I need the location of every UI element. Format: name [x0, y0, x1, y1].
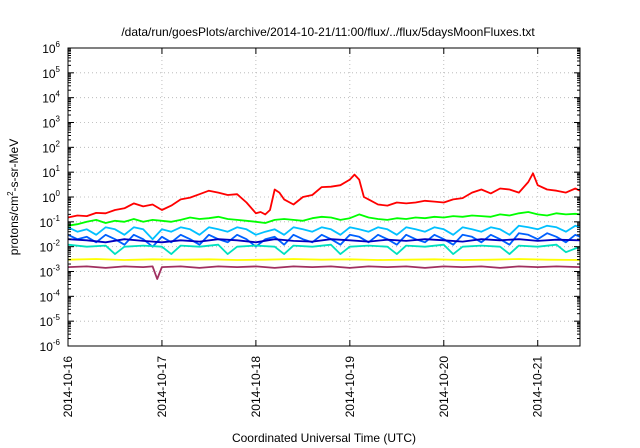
- y-tick-base: 10: [40, 241, 54, 255]
- x-tick-label: 2014-10-19: [343, 356, 357, 418]
- grid-lines: [68, 48, 580, 346]
- y-tick-exponent: 0: [56, 189, 61, 198]
- series-line-7: [67, 258, 581, 261]
- y-axis-label-main: protons/cm: [7, 196, 21, 255]
- series-line-6: [67, 238, 581, 244]
- y-tick-exponent: 2: [56, 139, 61, 148]
- y-tick-exponent: 4: [56, 90, 61, 99]
- y-tick-label: 104: [42, 90, 60, 106]
- y-tick-label: 106: [42, 40, 60, 56]
- y-tick-exponent: 1: [56, 164, 61, 173]
- series-line-8: [67, 265, 581, 280]
- y-tick-exponent: 6: [56, 40, 61, 49]
- y-tick-labels: 10-610-510-410-310-210-11001011021031041…: [40, 40, 61, 354]
- y-tick-label: 10-1: [40, 214, 61, 230]
- y-tick-label: 101: [42, 164, 60, 180]
- y-tick-exponent: -6: [53, 338, 61, 347]
- y-tick-exponent: 3: [56, 115, 61, 124]
- y-axis-label-exponent: 2: [6, 191, 15, 196]
- axis-ticks: [67, 47, 580, 347]
- y-tick-base: 10: [42, 42, 56, 56]
- series-line-3: [67, 224, 581, 241]
- x-axis-label: Coordinated Universal Time (UTC): [232, 431, 416, 445]
- y-tick-base: 10: [42, 141, 56, 155]
- y-tick-base: 10: [42, 117, 56, 131]
- y-tick-base: 10: [42, 191, 56, 205]
- series-line-2: [67, 211, 581, 227]
- x-tick-label: 2014-10-21: [531, 356, 545, 418]
- y-tick-base: 10: [42, 92, 56, 106]
- y-axis-label: protons/cm2-s-sr-MeV: [6, 139, 21, 255]
- y-tick-base: 10: [42, 166, 56, 180]
- y-tick-label: 102: [42, 139, 60, 155]
- series-line-1: [67, 172, 581, 219]
- y-tick-base: 10: [40, 216, 54, 230]
- y-tick-base: 10: [40, 290, 54, 304]
- series-line-4: [67, 232, 581, 248]
- y-tick-exponent: -2: [53, 239, 61, 248]
- y-tick-label: 100: [42, 189, 60, 205]
- y-tick-exponent: -4: [53, 288, 61, 297]
- y-tick-base: 10: [40, 266, 54, 280]
- y-axis-label-suffix: -s-sr-MeV: [7, 139, 21, 192]
- y-tick-exponent: -3: [53, 264, 61, 273]
- y-tick-base: 10: [40, 340, 54, 354]
- y-tick-base: 10: [40, 315, 54, 329]
- y-tick-label: 10-2: [40, 239, 61, 255]
- y-tick-label: 10-5: [40, 313, 61, 329]
- y-tick-exponent: -1: [53, 214, 61, 223]
- chart-title: /data/run/goesPlots/archive/2014-10-21/1…: [121, 25, 535, 39]
- series-layer: [67, 172, 581, 280]
- y-tick-label: 10-3: [40, 264, 61, 280]
- x-tick-label: 2014-10-16: [61, 356, 75, 418]
- y-tick-label: 103: [42, 115, 60, 131]
- y-tick-exponent: -5: [53, 313, 61, 322]
- y-tick-base: 10: [42, 67, 56, 81]
- x-tick-label: 2014-10-20: [437, 356, 451, 418]
- y-tick-label: 10-6: [40, 338, 61, 354]
- series-line-5: [67, 243, 581, 255]
- x-tick-labels: 2014-10-16 2014-10-17 2014-10-18 2014-10-19…: [61, 356, 545, 418]
- y-tick-exponent: 5: [56, 65, 61, 74]
- x-tick-label: 2014-10-18: [249, 356, 263, 418]
- y-tick-label: 105: [42, 65, 60, 81]
- x-tick-label: 2014-10-17: [155, 356, 169, 418]
- y-tick-label: 10-4: [40, 288, 61, 304]
